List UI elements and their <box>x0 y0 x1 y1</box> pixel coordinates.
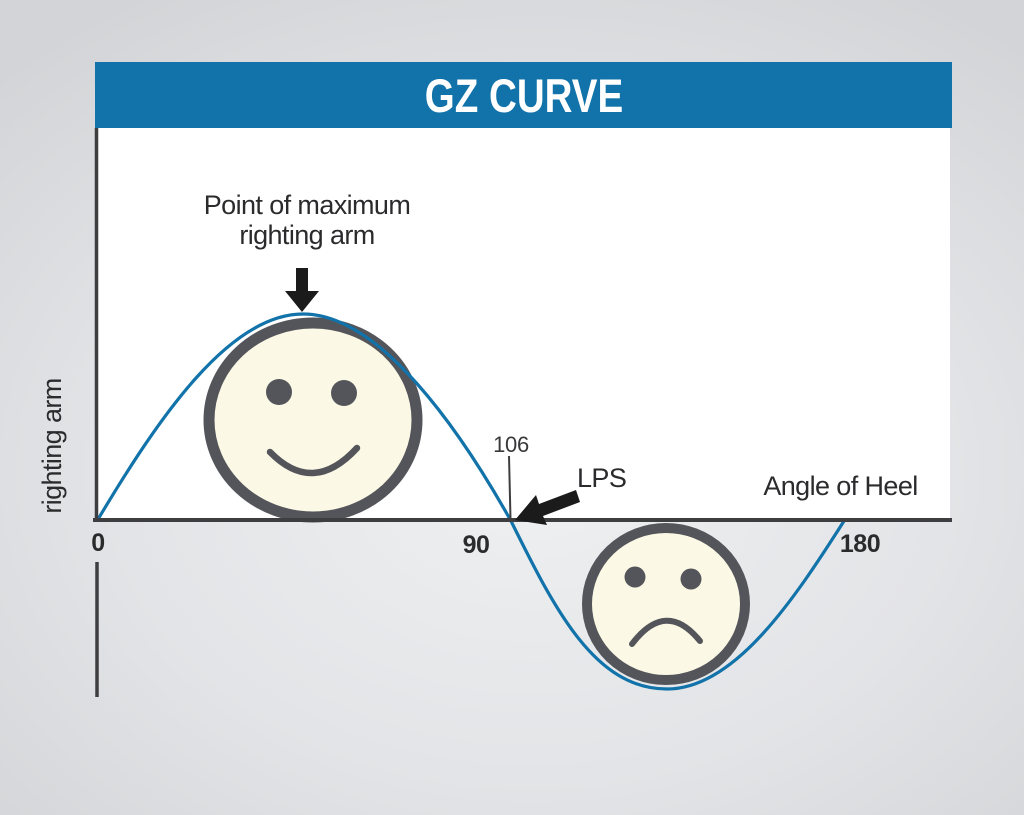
happy-face-icon <box>203 317 423 523</box>
max-point-down-arrow-icon <box>285 268 319 312</box>
crossing-angle-label: 106 <box>493 432 529 457</box>
happy-face-right-eye <box>331 380 357 406</box>
x-tick-0: 0 <box>91 529 105 557</box>
happy-face-outline <box>203 317 423 523</box>
sad-face-right-eye <box>680 568 702 590</box>
x-axis-title: Angle of Heel <box>763 471 918 501</box>
max-righting-arm-annotation: Point of maximum righting arm <box>203 190 411 251</box>
chart-title: GZ CURVE <box>424 68 623 122</box>
lps-arrow-icon <box>515 490 580 525</box>
lps-label: LPS <box>577 463 627 493</box>
title-bar: GZ CURVE <box>95 62 952 128</box>
tick-line-106 <box>508 455 512 520</box>
sad-face-frown <box>629 617 703 647</box>
sad-face-left-eye <box>624 566 646 588</box>
x-tick-180: 180 <box>839 530 881 558</box>
sad-face-outline <box>582 523 750 685</box>
x-tick-90: 90 <box>462 531 490 559</box>
happy-face-smile <box>266 444 361 477</box>
happy-face-left-eye <box>266 379 292 405</box>
y-axis-title: righting arm <box>36 378 67 514</box>
sad-face-icon <box>582 523 750 685</box>
